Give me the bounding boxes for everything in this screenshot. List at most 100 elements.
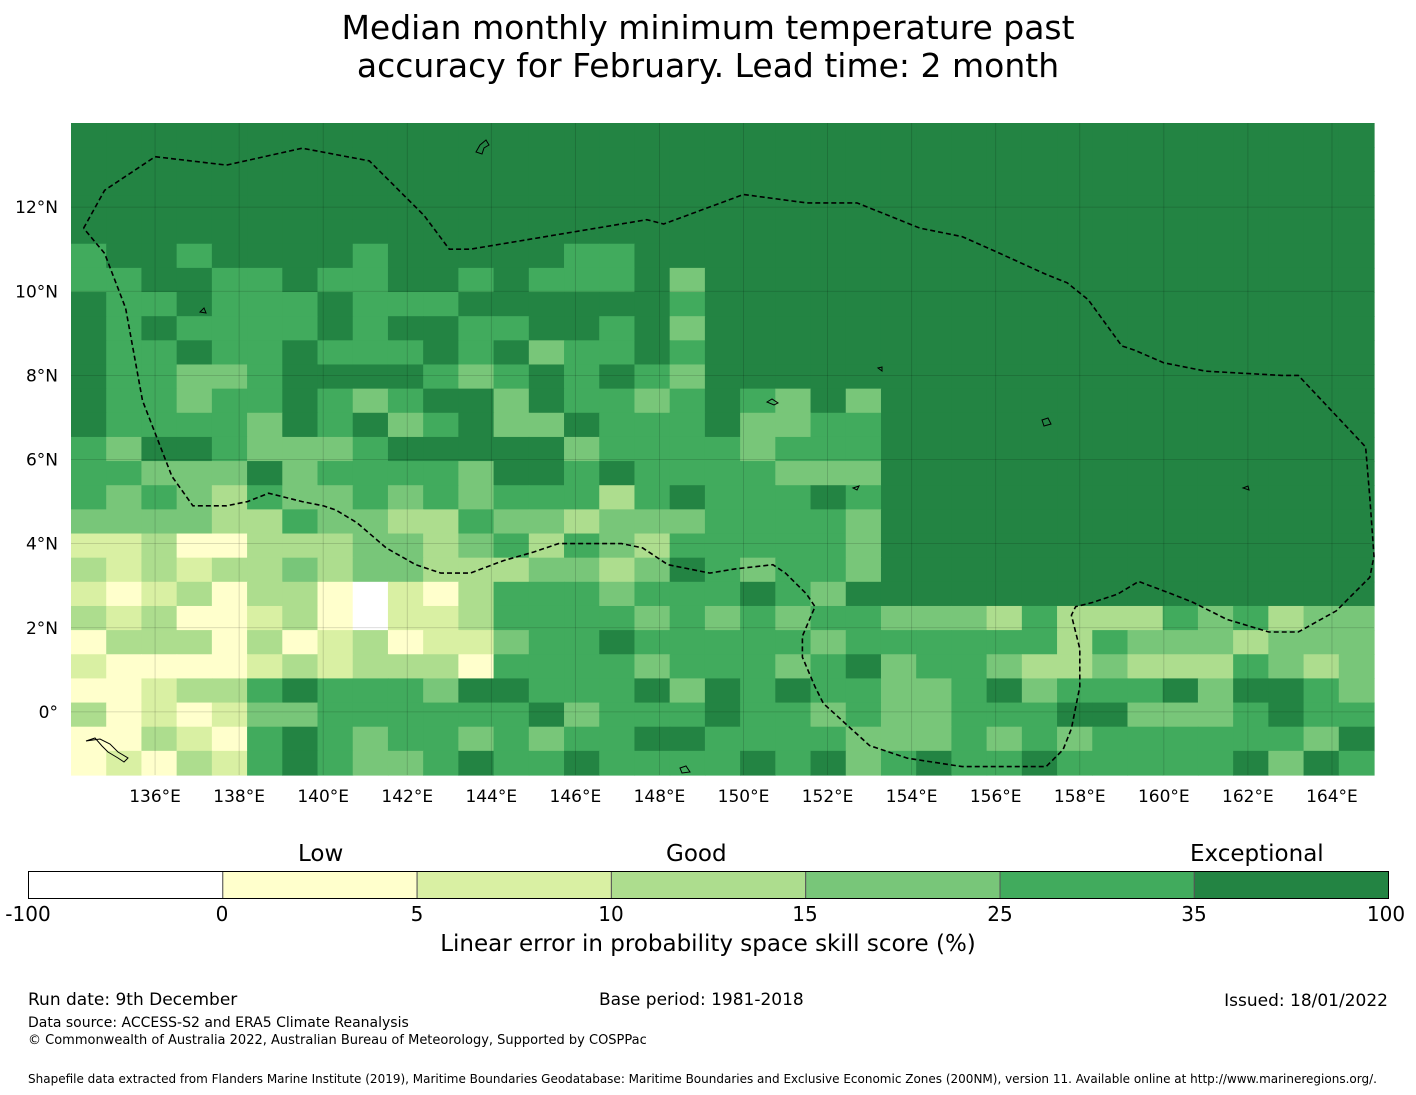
grid-cell [986,388,1023,414]
grid-cell [247,557,283,583]
grid-cell [493,388,530,414]
grid-cell [916,243,953,269]
grid-cell [352,147,389,172]
grid-cell [528,219,565,245]
grid-cell [669,678,706,704]
grid-cell [1021,485,1058,510]
grid-cell [740,219,776,245]
grid-cell [493,678,530,704]
grid-cell [916,340,953,366]
grid-cell [106,461,143,486]
grid-cell [71,726,107,752]
grid-cell [317,581,354,607]
grid-cell [141,581,178,607]
grid-cell [352,316,389,341]
grid-cell [1127,388,1164,414]
grid-cell [71,171,107,197]
grid-cell [1233,702,1269,728]
grid-cell [1303,750,1340,776]
colorbar [28,871,1390,899]
grid-cell [634,340,671,366]
grid-cell [1338,195,1375,221]
grid-cell [1197,509,1234,535]
grid-cell [1233,340,1269,366]
grid-cell [599,292,636,317]
grid-cell [986,654,1023,680]
grid-cell [71,340,107,366]
grid-cell [634,316,671,341]
grid-cell [528,364,565,390]
lon-tick-label: 156°E [970,787,1022,807]
grid-cell [1338,171,1375,197]
grid-cell [1162,267,1199,293]
grid-cell [528,195,565,221]
grid-cell [1197,316,1234,341]
grid-cell [317,147,354,172]
grid-cell [1268,509,1305,535]
grid-cell [211,605,248,631]
lon-tick-label: 162°E [1222,787,1274,807]
grid-cell [1303,630,1340,655]
grid-cell [106,340,143,366]
grid-cell [528,750,565,776]
grid-cell [740,292,776,317]
grid-cell [986,581,1023,607]
grid-cell [1057,147,1093,172]
grid-cell [141,243,178,269]
lat-tick-label: 10°N [15,282,58,302]
grid-cell [493,702,530,728]
grid-cell [1092,461,1129,486]
grid-cell [775,461,812,486]
grid-cell [458,388,495,414]
grid-cell [387,654,424,680]
nukuoro-coastline [679,765,691,774]
grid-cell [423,219,459,245]
grid-cell [1303,171,1340,197]
grid-cell [1092,436,1129,462]
grid-cell [1057,219,1093,245]
grid-cell [1127,533,1164,559]
colorbar-segment-neg100-0 [28,871,224,899]
grid-cell [740,171,776,197]
grid-cell [704,364,741,390]
grid-cell [423,267,459,293]
grid-cell [458,485,495,510]
grid-cell [1233,630,1269,655]
grid-cell [634,388,671,414]
grid-cell [880,485,917,510]
grid-cell [1127,630,1164,655]
grid-cell [634,292,671,317]
grid-cell [880,605,917,631]
grid-cell [704,605,741,631]
grid-cell [1268,243,1305,269]
grid-cell [211,340,248,366]
grid-cell [1057,509,1093,535]
grid-cell [1021,267,1058,293]
grid-cell [387,557,424,583]
grid-cell [1127,292,1164,317]
grid-cell [775,581,812,607]
grid-cell [423,243,459,269]
grid-cell [986,461,1023,486]
colorbar-tick-35: 35 [1181,902,1207,926]
grid-cell [1197,557,1234,583]
grid-cell [1057,243,1093,269]
grid-cell [387,243,424,269]
grid-cell [986,702,1023,728]
grid-cell [247,171,283,197]
grid-cell [71,533,107,559]
grid-cell [775,364,812,390]
grid-cell [1092,243,1129,269]
grid-cell [1197,123,1234,148]
grid-cell [247,605,283,631]
grid-cell [986,750,1023,776]
grid-cell [669,123,706,148]
grid-cell [775,605,812,631]
grid-cell [775,147,812,172]
grid-cell [141,605,178,631]
grid-cell [211,267,248,293]
grid-cell [141,195,178,221]
grid-cell [1197,726,1234,752]
grid-cell [1162,292,1199,317]
grid-cell [845,292,882,317]
